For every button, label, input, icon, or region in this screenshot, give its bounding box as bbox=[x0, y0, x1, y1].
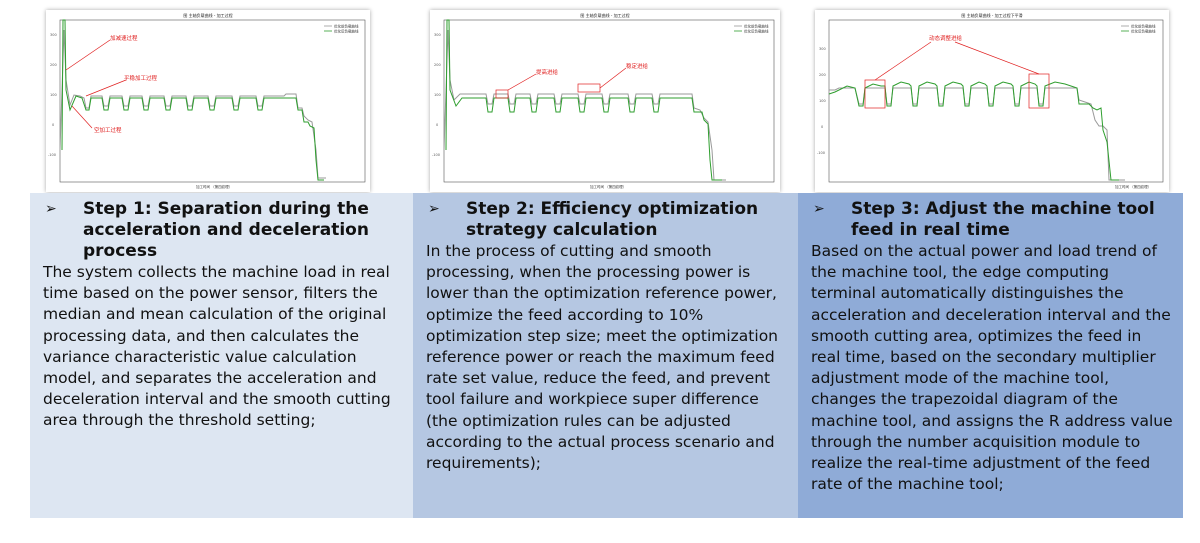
chart-title: 图 主轴负载曲线 - 加工过程 bbox=[183, 13, 233, 18]
step-1-description: The system collects the machine load in … bbox=[43, 263, 391, 430]
step-3-title: Step 3: Adjust the machine tool feed in … bbox=[851, 199, 1155, 240]
after-optimization-line bbox=[445, 19, 722, 181]
annotation-label: 动态调整进给 bbox=[929, 34, 963, 42]
svg-text:100: 100 bbox=[819, 99, 826, 103]
legend-entry: 优化前负载曲线 bbox=[744, 24, 769, 29]
x-axis-label: 加工时间 （第四纹理） bbox=[590, 184, 626, 189]
svg-text:-100: -100 bbox=[48, 153, 56, 157]
step-1-title: Step 1: Separation during the accelerati… bbox=[83, 199, 369, 261]
svg-text:0: 0 bbox=[436, 123, 438, 127]
svg-text:300: 300 bbox=[50, 33, 57, 37]
step-2-heading: ➢ Step 2: Efficiency optimization strate… bbox=[426, 199, 790, 241]
after-optimization-line bbox=[61, 19, 324, 181]
after-optimization-line bbox=[828, 81, 1119, 181]
chart-1: 图 主轴负载曲线 - 加工过程 300 200 100 0 -100 加减速过程 平稳… bbox=[46, 10, 370, 192]
svg-text:100: 100 bbox=[50, 93, 57, 97]
chart-title: 图 主轴负载曲线 - 加工过程 bbox=[580, 13, 630, 18]
arrow-bullet-icon: ➢ bbox=[428, 201, 440, 217]
chart-title: 图 主轴负载曲线 - 加工过程下平滑 bbox=[961, 13, 1023, 18]
annotation-label: 平稳加工过程 bbox=[124, 74, 158, 82]
step-2-title: Step 2: Efficiency optimization strategy… bbox=[466, 199, 759, 240]
chart-3: 图 主轴负载曲线 - 加工过程下平滑 300 200 100 0 -100 动态调整进… bbox=[815, 10, 1169, 192]
step-3-description: Based on the actual power and load trend… bbox=[811, 242, 1173, 494]
annotation-label: 加减速过程 bbox=[110, 34, 138, 42]
svg-text:-100: -100 bbox=[432, 153, 440, 157]
arrow-bullet-icon: ➢ bbox=[45, 201, 57, 217]
chart-3-plot: 300 200 100 0 -100 动态调整进给 优化前负载曲线 优化后负载曲线 加… bbox=[817, 19, 1164, 189]
step-2-description: In the process of cutting and smooth pro… bbox=[426, 242, 778, 473]
step-1-heading: ➢ Step 1: Separation during the accelera… bbox=[43, 199, 405, 262]
svg-text:300: 300 bbox=[434, 33, 441, 37]
x-axis-label: 加工时间 （第四纹理） bbox=[196, 184, 232, 189]
x-axis-label: 加工时间 （第四纹理） bbox=[1115, 184, 1151, 189]
before-optimization-line bbox=[443, 29, 726, 181]
svg-text:0: 0 bbox=[821, 125, 823, 129]
before-optimization-line bbox=[829, 87, 1125, 181]
svg-text:100: 100 bbox=[434, 93, 441, 97]
legend-entry: 优化前负载曲线 bbox=[1131, 24, 1156, 29]
svg-text:200: 200 bbox=[50, 63, 57, 67]
chart-2: 图 主轴负载曲线 - 加工过程 300 200 100 0 -100 提高进给 稳定进… bbox=[430, 10, 780, 192]
annotation-label: 稳定进给 bbox=[626, 62, 649, 70]
legend-entry: 优化后负载曲线 bbox=[1131, 29, 1156, 34]
svg-text:-100: -100 bbox=[817, 151, 825, 155]
step-3-heading: ➢ Step 3: Adjust the machine tool feed i… bbox=[811, 199, 1175, 241]
svg-text:0: 0 bbox=[52, 123, 54, 127]
annotation-label: 空加工过程 bbox=[94, 126, 122, 134]
svg-text:200: 200 bbox=[819, 73, 826, 77]
arrow-bullet-icon: ➢ bbox=[813, 201, 825, 217]
chart-1-plot: 300 200 100 0 -100 加减速过程 平稳加工过程 空加工过程 优化前负载… bbox=[48, 19, 366, 189]
annotation-label: 提高进给 bbox=[536, 68, 559, 76]
legend-entry: 优化后负载曲线 bbox=[334, 29, 359, 34]
step-2-panel: ➢ Step 2: Efficiency optimization strate… bbox=[413, 193, 798, 518]
chart-2-plot: 300 200 100 0 -100 提高进给 稳定进给 优化前负载曲线 优化后负载曲… bbox=[432, 19, 775, 189]
svg-text:200: 200 bbox=[434, 63, 441, 67]
legend-entry: 优化前负载曲线 bbox=[334, 24, 359, 29]
step-3-panel: ➢ Step 3: Adjust the machine tool feed i… bbox=[798, 193, 1183, 518]
svg-text:300: 300 bbox=[819, 47, 826, 51]
legend-entry: 优化后负载曲线 bbox=[744, 29, 769, 34]
step-1-panel: ➢ Step 1: Separation during the accelera… bbox=[30, 193, 413, 518]
